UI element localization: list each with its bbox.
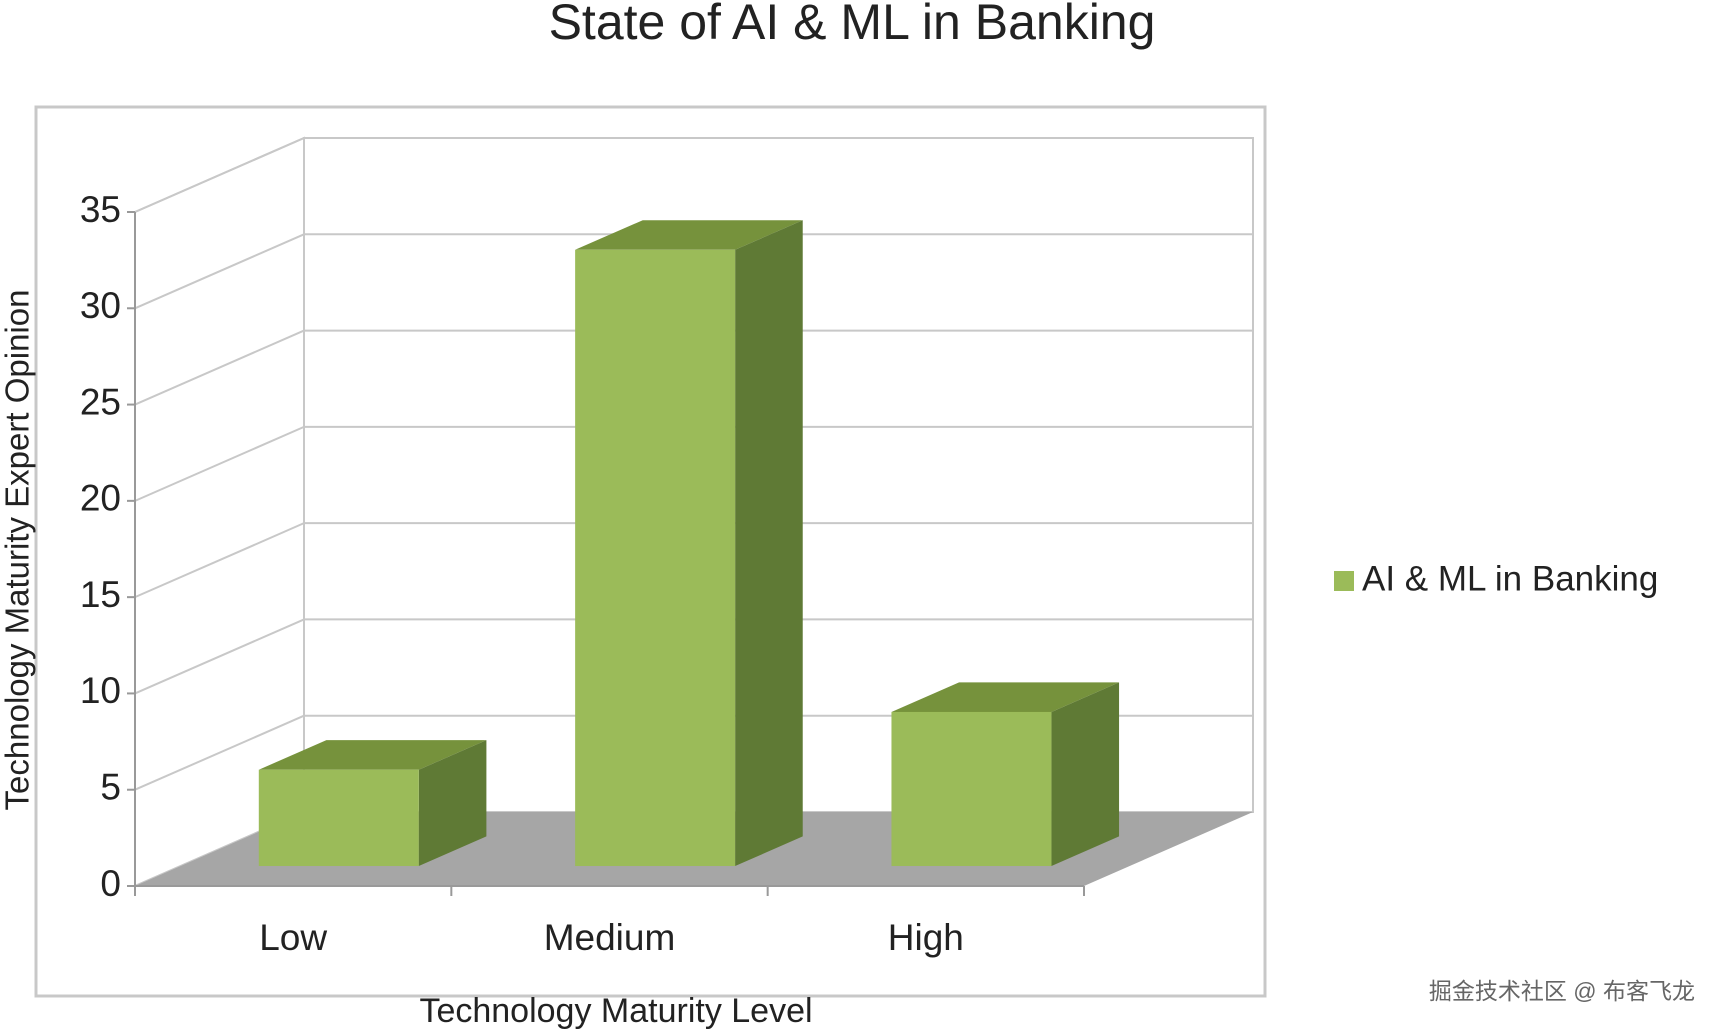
- y-tick-label: 10: [80, 670, 121, 711]
- side-grid-line: [134, 522, 305, 599]
- side-grid-line: [134, 233, 305, 310]
- y-tick-label: 35: [80, 189, 121, 230]
- y-tick-label: 0: [100, 863, 121, 904]
- y-tick-label: 25: [80, 381, 121, 422]
- side-grid-line: [134, 425, 305, 502]
- y-tick-label: 20: [80, 478, 121, 519]
- x-tick-label: Low: [259, 917, 327, 958]
- legend-swatch: [1334, 571, 1354, 591]
- chart-title: State of AI & ML in Banking: [549, 0, 1156, 50]
- bar-top: [891, 682, 1120, 712]
- watermark: 掘金技术社区 @ 布客飞龙: [1429, 978, 1695, 1004]
- side-grid-line: [134, 137, 305, 213]
- bar-top: [575, 220, 803, 250]
- bar: [258, 769, 419, 867]
- legend-label: AI & ML in Banking: [1362, 559, 1658, 598]
- bar: [891, 711, 1052, 867]
- bar-top: [258, 740, 487, 770]
- y-axis-title: Technology Maturity Expert Opinion: [0, 290, 36, 811]
- x-tick-label: Medium: [544, 917, 676, 958]
- x-tick-label: High: [888, 917, 964, 958]
- bar-side: [1051, 682, 1120, 867]
- side-grid-line: [134, 329, 305, 406]
- bar: [575, 249, 736, 867]
- x-axis-title: Technology Maturity Level: [419, 992, 812, 1030]
- bar-side: [418, 740, 487, 867]
- y-tick-label: 15: [80, 574, 121, 615]
- bar-side: [735, 220, 803, 867]
- side-grid-line: [134, 618, 305, 695]
- y-tick-label: 30: [80, 285, 121, 326]
- y-tick-label: 5: [100, 766, 121, 807]
- side-grid-line: [134, 714, 305, 791]
